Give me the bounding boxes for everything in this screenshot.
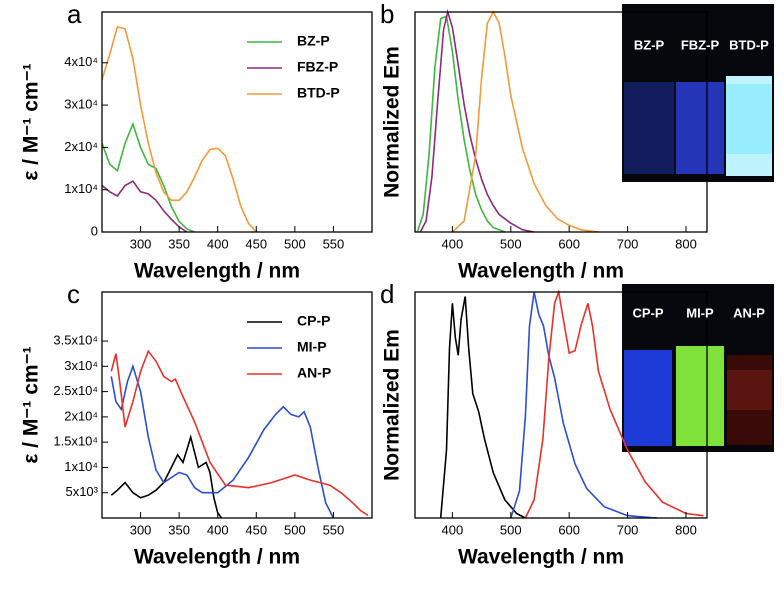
photo-inset-b [622,4,774,182]
x-axis-label: Wavelength / nm [458,546,624,569]
x-tick-label: 700 [617,522,639,537]
photo-label: BZ-P [634,37,665,52]
y-tick-label: 3x10⁴ [64,358,98,373]
x-tick-label: 500 [500,236,522,251]
x-tick-label: 550 [323,236,345,251]
legend-label: BZ-P [297,33,330,49]
x-tick-label: 600 [558,522,580,537]
plot-frame [414,11,708,233]
y-axis-label: ε / M⁻¹ cm⁻¹ [20,346,43,463]
photo-label: AN-P [733,305,765,320]
x-axis-label: Wavelength / nm [134,260,300,283]
y-tick-label: 5x10³ [65,484,98,499]
legend-label: CP-P [297,313,330,329]
x-axis-label: Wavelength / nm [134,546,300,569]
photo-label: BTD-P [729,37,769,52]
x-tick-label: 450 [245,522,267,537]
y-tick-label: 1.5x10⁴ [53,434,98,449]
x-tick-label: 400 [442,522,464,537]
data-line [416,15,506,233]
legend-label: FBZ-P [297,59,338,75]
x-axis-label: Wavelength / nm [458,260,624,283]
x-tick-label: 500 [284,236,306,251]
y-tick-label: 4x10⁴ [64,54,98,69]
data-line [101,25,257,233]
plot-frame [414,291,708,519]
x-tick-label: 500 [284,522,306,537]
data-line [439,296,526,519]
y-axis-label: Normalized Em [381,329,404,481]
x-tick-label: 350 [168,236,190,251]
data-line [419,8,535,233]
data-line [524,288,704,519]
plot-frame [101,11,373,233]
plot-frame [101,291,373,519]
data-line [110,434,223,519]
x-tick-label: 800 [675,522,697,537]
panel-label: d [380,279,394,309]
y-tick-label: 0 [91,223,98,238]
x-tick-label: 300 [130,236,152,251]
data-line [110,363,335,519]
x-tick-label: 400 [207,236,229,251]
panel-label: b [380,0,394,29]
photo-label: MI-P [686,305,714,320]
data-line [110,349,369,517]
y-tick-label: 2x10⁴ [64,139,98,154]
x-tick-label: 350 [168,522,190,537]
x-tick-label: 550 [323,522,345,537]
y-tick-label: 1x10⁴ [64,181,98,196]
legend-label: AN-P [297,365,331,381]
photo-label: CP-P [632,305,663,320]
y-tick-label: 2x10⁴ [64,408,98,423]
y-tick-label: 2.5x10⁴ [53,383,98,398]
x-tick-label: 600 [558,236,580,251]
x-tick-label: 450 [245,236,267,251]
photo-inset-d [622,284,774,452]
y-axis-label: ε / M⁻¹ cm⁻¹ [20,63,43,180]
data-line [451,10,599,233]
x-tick-label: 400 [207,522,229,537]
x-tick-label: 500 [500,522,522,537]
legend-label: BTD-P [297,85,340,101]
y-tick-label: 3.5x10⁴ [53,332,98,347]
panel-label: a [67,0,82,29]
y-tick-label: 3x10⁴ [64,97,98,112]
y-axis-label: Normalized Em [381,46,404,198]
x-tick-label: 300 [130,522,152,537]
x-tick-label: 800 [675,236,697,251]
data-line [101,180,188,233]
legend-label: MI-P [297,339,327,355]
photo-label: FBZ-P [681,37,720,52]
panel-label: c [67,279,80,309]
data-line [101,121,195,233]
x-tick-label: 400 [442,236,464,251]
x-tick-label: 700 [617,236,639,251]
y-tick-label: 1x10⁴ [64,459,98,474]
